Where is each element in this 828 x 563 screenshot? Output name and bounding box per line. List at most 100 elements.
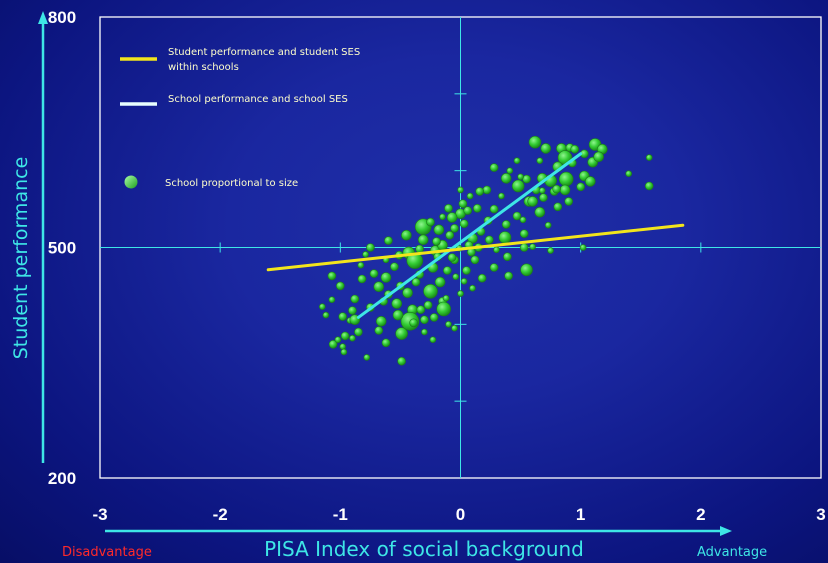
x-tick-label: 3 [816, 505, 825, 524]
school-point [570, 144, 580, 154]
school-point [498, 231, 512, 244]
school-point [500, 173, 512, 184]
legend-within-label-2: within schools [168, 62, 239, 73]
school-point [498, 192, 505, 200]
school-point [484, 235, 494, 245]
school-point [460, 277, 468, 285]
school-point [363, 354, 371, 361]
school-point [576, 182, 586, 192]
school-point [536, 157, 544, 164]
school-point [334, 336, 342, 344]
legend-within-label-1: Student performance and student SES [168, 47, 360, 58]
school-point [529, 243, 536, 250]
school-point [327, 271, 337, 281]
school-point [553, 202, 563, 212]
school-point [339, 343, 347, 350]
regression-lines [266, 152, 685, 319]
school-point [451, 324, 458, 332]
x-tick-label: -3 [92, 505, 107, 524]
school-point [429, 313, 439, 322]
school-point [392, 309, 404, 321]
x-axis-high-label: Advantage [697, 545, 767, 560]
school-point [559, 184, 571, 196]
school-point [409, 318, 418, 328]
school-point [397, 356, 406, 366]
school-point [354, 327, 363, 337]
school-point [421, 328, 428, 336]
school-point [539, 193, 548, 202]
school-point [512, 211, 522, 221]
school-point [534, 206, 546, 218]
y-tick-labels: 200 500 800 [48, 8, 76, 488]
school-point [489, 163, 499, 172]
school-point [503, 252, 512, 262]
school-point [340, 348, 348, 356]
school-point [384, 236, 393, 245]
school-point [457, 290, 464, 297]
school-point [527, 196, 538, 207]
school-point [348, 306, 357, 315]
school-point [504, 271, 513, 281]
school-point [373, 281, 385, 293]
school-point [519, 216, 527, 224]
school-point [436, 301, 452, 317]
school-point [328, 296, 336, 304]
school-point [366, 243, 375, 252]
school-point [538, 187, 546, 194]
y-axis-arrow-head [38, 11, 48, 24]
school-point [459, 219, 469, 228]
school-point [390, 262, 399, 272]
legend: Student performance and student SES with… [120, 47, 360, 189]
school-point [433, 224, 445, 236]
school-point [446, 212, 458, 223]
school-point [357, 261, 365, 269]
school-point [432, 237, 441, 246]
school-point [477, 273, 487, 283]
school-point [411, 277, 421, 287]
school-point [402, 287, 413, 299]
school-point [470, 255, 480, 265]
between-schools-line [356, 152, 583, 319]
x-tick-label: 0 [456, 505, 465, 524]
school-point [552, 184, 561, 194]
school-point [645, 154, 653, 161]
school-point [579, 244, 587, 251]
y-tick-label: 200 [48, 469, 76, 488]
school-point [416, 305, 426, 315]
school-point [442, 294, 450, 302]
scatter-points [318, 135, 654, 366]
school-point [462, 266, 471, 275]
school-point [458, 199, 468, 208]
x-tick-label: 2 [696, 505, 705, 524]
school-point [447, 253, 457, 262]
school-point [423, 283, 438, 299]
school-point [517, 173, 524, 181]
school-point [442, 266, 452, 275]
school-point [558, 171, 574, 187]
school-point [506, 167, 514, 174]
school-point [391, 298, 403, 309]
school-point [357, 274, 367, 284]
school-point [528, 135, 542, 149]
y-axis-title: Student performance [10, 157, 32, 360]
y-tick-label: 800 [48, 8, 76, 27]
school-point [475, 187, 485, 196]
school-point [445, 320, 452, 328]
school-point [625, 170, 633, 177]
school-point [584, 176, 596, 187]
school-point [423, 300, 433, 310]
school-point [420, 315, 429, 325]
school-point [520, 263, 533, 277]
school-point [318, 303, 326, 311]
y-tick-label: 500 [48, 239, 76, 258]
school-point [322, 311, 330, 319]
school-point [564, 197, 574, 206]
x-tick-label: -2 [213, 505, 228, 524]
school-point [395, 327, 408, 340]
x-axis-low-label: Disadvantage [62, 545, 152, 560]
legend-dot-label: School proportional to size [165, 178, 298, 189]
school-point [349, 334, 356, 342]
school-point [369, 269, 379, 278]
school-point [450, 224, 459, 233]
